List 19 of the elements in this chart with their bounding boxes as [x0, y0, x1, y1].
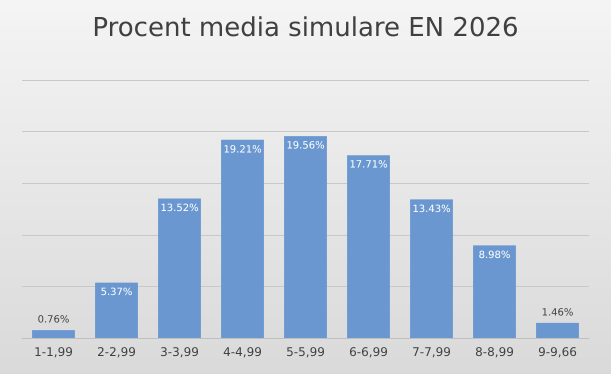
- x-tick-label: 7-7,99: [412, 345, 451, 359]
- data-label: 1.46%: [542, 307, 574, 318]
- x-tick-label: 8-8,99: [475, 345, 514, 359]
- x-tick-label: 9-9,66: [538, 345, 577, 359]
- data-label: 13.52%: [160, 202, 199, 214]
- x-tick-label: 1-1,99: [34, 345, 73, 359]
- x-tick-label: 3-3,99: [160, 345, 199, 359]
- chart-title: Procent media simulare EN 2026: [92, 13, 519, 43]
- data-label: 13.43%: [412, 204, 451, 215]
- data-label: 5.37%: [100, 287, 132, 298]
- data-label: 19.21%: [223, 144, 262, 156]
- data-label: 17.71%: [349, 160, 388, 171]
- data-label: 0.76%: [38, 314, 70, 326]
- x-tick-label: 6-6,99: [349, 345, 388, 359]
- data-label: 8.98%: [478, 250, 510, 261]
- x-tick-label: 4-4,99: [223, 345, 262, 359]
- data-label: 19.56%: [286, 140, 325, 152]
- x-tick-label: 5-5,99: [286, 345, 325, 359]
- x-tick-label: 2-2,99: [97, 345, 136, 359]
